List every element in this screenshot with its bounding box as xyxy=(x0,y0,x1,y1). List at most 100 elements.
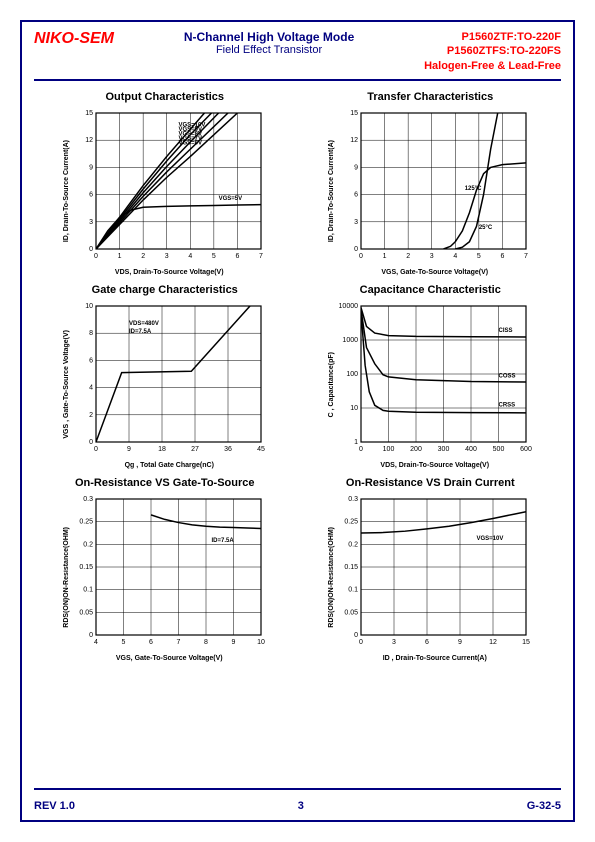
svg-text:0: 0 xyxy=(89,439,93,446)
doc-code: G-32-5 xyxy=(527,800,561,812)
svg-text:0.15: 0.15 xyxy=(345,564,359,571)
svg-text:15: 15 xyxy=(522,639,530,646)
logo: NIKO-SEM xyxy=(34,30,114,48)
svg-text:3: 3 xyxy=(354,219,358,226)
page-number: 3 xyxy=(298,800,304,812)
chart-gatecharge-svg: 09182736450246810VDS=480VID=7.5A xyxy=(72,300,267,460)
svg-text:18: 18 xyxy=(158,446,166,453)
svg-text:0.15: 0.15 xyxy=(79,564,93,571)
chart-output: Output Characteristics ID, Drain-To-Sour… xyxy=(40,91,290,276)
svg-text:200: 200 xyxy=(410,446,422,453)
svg-text:CISS: CISS xyxy=(499,328,513,334)
svg-text:12: 12 xyxy=(350,137,358,144)
header: NIKO-SEM N-Channel High Voltage Mode Fie… xyxy=(22,22,573,77)
svg-text:2: 2 xyxy=(406,253,410,260)
svg-text:3: 3 xyxy=(392,639,396,646)
svg-text:ID=7.5A: ID=7.5A xyxy=(211,538,234,544)
svg-text:6: 6 xyxy=(89,357,93,364)
svg-text:4: 4 xyxy=(454,253,458,260)
svg-text:15: 15 xyxy=(85,110,93,117)
svg-text:0.05: 0.05 xyxy=(79,609,93,616)
svg-text:4: 4 xyxy=(94,639,98,646)
svg-text:300: 300 xyxy=(438,446,450,453)
svg-text:0.05: 0.05 xyxy=(345,609,359,616)
svg-text:ID=7.5A: ID=7.5A xyxy=(129,329,152,335)
svg-text:0: 0 xyxy=(94,446,98,453)
svg-text:4: 4 xyxy=(89,384,93,391)
part-number-1: P1560ZTF:TO-220F xyxy=(424,30,561,44)
footer-rule xyxy=(34,788,561,790)
svg-text:0: 0 xyxy=(359,253,363,260)
svg-text:1: 1 xyxy=(117,253,121,260)
chart-capacitance-title: Capacitance Characteristic xyxy=(360,284,501,296)
chart-output-xlabel: VDS, Drain-To-Source Voltage(V) xyxy=(115,269,224,276)
chart-ron_id-ylabel: RDS(ON)ON-Resistance(OHM) xyxy=(328,527,335,628)
svg-text:0.25: 0.25 xyxy=(345,519,359,526)
chart-ron_vgs-xlabel: VGS, Gate-To-Source Voltage(V) xyxy=(116,655,223,662)
svg-text:VGS=5V: VGS=5V xyxy=(218,196,242,202)
chart-transfer-title: Transfer Characteristics xyxy=(367,91,493,103)
chart-capacitance-ylabel: C , Capacitance(pF) xyxy=(328,352,335,417)
svg-text:9: 9 xyxy=(458,639,462,646)
svg-text:100: 100 xyxy=(347,371,359,378)
chart-ron_id-title: On-Resistance VS Drain Current xyxy=(346,477,515,489)
chart-ron_vgs: On-Resistance VS Gate-To-Source RDS(ON)O… xyxy=(40,477,290,662)
svg-text:500: 500 xyxy=(493,446,505,453)
svg-text:7: 7 xyxy=(524,253,528,260)
svg-text:36: 36 xyxy=(224,446,232,453)
svg-text:10: 10 xyxy=(350,405,358,412)
svg-text:3: 3 xyxy=(165,253,169,260)
svg-text:12: 12 xyxy=(85,137,93,144)
svg-text:VDS=480V: VDS=480V xyxy=(129,321,159,327)
chart-ron_id-svg: 0369121500.050.10.150.20.250.3VGS=10V xyxy=(337,493,532,653)
svg-text:0: 0 xyxy=(359,639,363,646)
chart-transfer-svg: 0123456703691215125°C25°C xyxy=(337,107,532,267)
chart-ron_vgs-ylabel: RDS(ON)ON-Resistance(OHM) xyxy=(63,527,70,628)
svg-text:0.2: 0.2 xyxy=(349,541,359,548)
chart-ron_vgs-svg: 4567891000.050.10.150.20.250.3ID=7.5A xyxy=(72,493,267,653)
svg-text:400: 400 xyxy=(465,446,477,453)
svg-text:5: 5 xyxy=(212,253,216,260)
svg-text:10: 10 xyxy=(257,639,265,646)
svg-text:VGS=10V: VGS=10V xyxy=(477,536,504,542)
svg-text:0: 0 xyxy=(89,632,93,639)
svg-text:COSS: COSS xyxy=(499,373,516,379)
charts-grid: Output Characteristics ID, Drain-To-Sour… xyxy=(22,83,573,670)
chart-ron_id: On-Resistance VS Drain Current RDS(ON)ON… xyxy=(306,477,556,662)
footer: REV 1.0 3 G-32-5 xyxy=(34,800,561,812)
svg-text:6: 6 xyxy=(89,191,93,198)
svg-text:3: 3 xyxy=(89,219,93,226)
svg-text:0.1: 0.1 xyxy=(349,587,359,594)
svg-text:4: 4 xyxy=(188,253,192,260)
title-sub: Field Effect Transistor xyxy=(184,44,354,56)
chart-output-title: Output Characteristics xyxy=(105,91,224,103)
chart-ron_vgs-title: On-Resistance VS Gate-To-Source xyxy=(75,477,255,489)
halogen-note: Halogen-Free & Lead-Free xyxy=(424,59,561,73)
svg-text:10000: 10000 xyxy=(339,303,359,310)
svg-text:0: 0 xyxy=(89,246,93,253)
svg-text:12: 12 xyxy=(489,639,497,646)
svg-text:45: 45 xyxy=(257,446,265,453)
svg-text:9: 9 xyxy=(89,164,93,171)
svg-text:9: 9 xyxy=(354,164,358,171)
svg-text:6: 6 xyxy=(501,253,505,260)
svg-text:0: 0 xyxy=(359,446,363,453)
chart-transfer-xlabel: VGS, Gate-To-Source Voltage(V) xyxy=(381,269,488,276)
svg-text:7: 7 xyxy=(259,253,263,260)
chart-output-svg: 0123456703691215VGS=10VVGS=9VVGS=8VVGS=7… xyxy=(72,107,267,267)
svg-text:8: 8 xyxy=(89,330,93,337)
svg-text:27: 27 xyxy=(191,446,199,453)
svg-text:0.1: 0.1 xyxy=(83,587,93,594)
chart-transfer-ylabel: ID, Drain-To-Source Current(A) xyxy=(328,140,335,242)
svg-text:100: 100 xyxy=(383,446,395,453)
chart-gatecharge-xlabel: Qg , Total Gate Charge(nC) xyxy=(125,462,214,469)
chart-transfer: Transfer Characteristics ID, Drain-To-So… xyxy=(306,91,556,276)
svg-text:VGS=6V: VGS=6V xyxy=(178,141,202,147)
svg-text:0.2: 0.2 xyxy=(83,541,93,548)
svg-text:8: 8 xyxy=(204,639,208,646)
svg-text:2: 2 xyxy=(141,253,145,260)
svg-text:6: 6 xyxy=(425,639,429,646)
chart-output-ylabel: ID, Drain-To-Source Current(A) xyxy=(63,140,70,242)
svg-text:0: 0 xyxy=(354,632,358,639)
svg-text:1: 1 xyxy=(383,253,387,260)
